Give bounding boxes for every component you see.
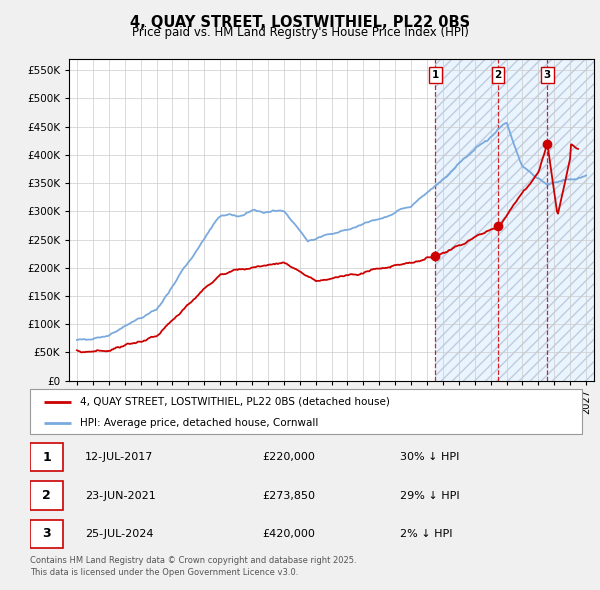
FancyBboxPatch shape [30, 481, 63, 510]
FancyBboxPatch shape [30, 443, 63, 471]
Text: 23-JUN-2021: 23-JUN-2021 [85, 491, 156, 500]
Text: 1: 1 [432, 70, 439, 80]
Text: £273,850: £273,850 [262, 491, 315, 500]
Text: £420,000: £420,000 [262, 529, 315, 539]
Text: 2% ↓ HPI: 2% ↓ HPI [400, 529, 452, 539]
Text: 3: 3 [544, 70, 551, 80]
FancyBboxPatch shape [30, 520, 63, 548]
Text: 30% ↓ HPI: 30% ↓ HPI [400, 453, 459, 462]
Text: 29% ↓ HPI: 29% ↓ HPI [400, 491, 460, 500]
Text: Price paid vs. HM Land Registry's House Price Index (HPI): Price paid vs. HM Land Registry's House … [131, 26, 469, 39]
Text: 3: 3 [42, 527, 51, 540]
Text: 4, QUAY STREET, LOSTWITHIEL, PL22 0BS (detached house): 4, QUAY STREET, LOSTWITHIEL, PL22 0BS (d… [80, 397, 389, 407]
Text: 1: 1 [42, 451, 51, 464]
Text: 2: 2 [494, 70, 502, 80]
Bar [436, 59, 594, 381]
Text: Contains HM Land Registry data © Crown copyright and database right 2025.
This d: Contains HM Land Registry data © Crown c… [30, 556, 356, 577]
Text: 4, QUAY STREET, LOSTWITHIEL, PL22 0BS: 4, QUAY STREET, LOSTWITHIEL, PL22 0BS [130, 15, 470, 30]
Text: HPI: Average price, detached house, Cornwall: HPI: Average price, detached house, Corn… [80, 418, 318, 428]
Text: 2: 2 [42, 489, 51, 502]
Text: 12-JUL-2017: 12-JUL-2017 [85, 453, 154, 462]
Text: 25-JUL-2024: 25-JUL-2024 [85, 529, 154, 539]
FancyBboxPatch shape [30, 389, 582, 434]
Text: £220,000: £220,000 [262, 453, 315, 462]
Bar [436, 59, 594, 381]
